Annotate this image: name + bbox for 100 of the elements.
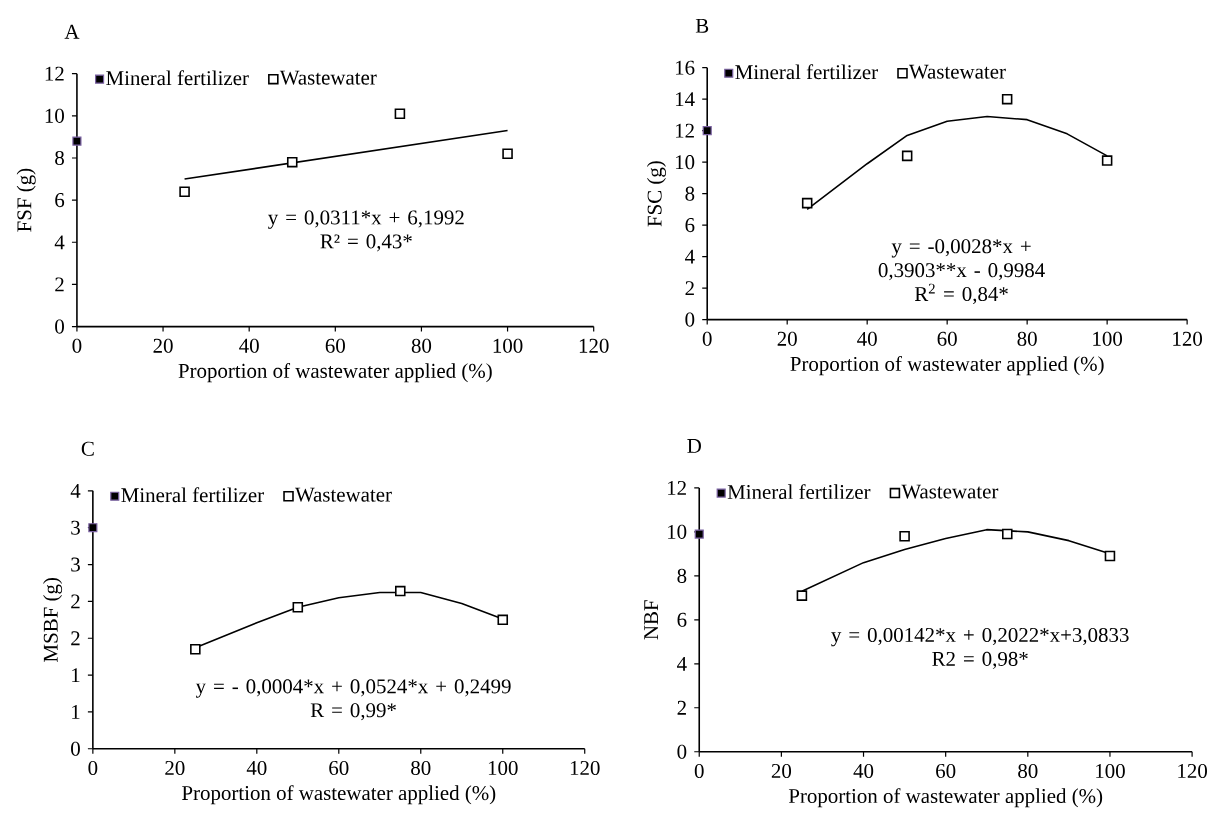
chart-title: A xyxy=(64,24,80,39)
annotation: y = -0,0028*x + 0,3903**x - 0,9984 xyxy=(878,238,1045,280)
x-tick-label: 120 xyxy=(1173,331,1203,346)
annotation: R$^{2}$ = 0,84* xyxy=(914,283,1008,304)
legend-label: Mineral fertilizer xyxy=(106,70,249,85)
y-tick-label: 0 xyxy=(677,744,687,759)
point xyxy=(899,530,910,542)
point xyxy=(179,186,190,197)
annotation: y = 0,00142*x + 0,2022*x+3,0833 xyxy=(831,627,1129,647)
y-tick-label: 10 xyxy=(45,108,64,123)
x-tick-label: 120 xyxy=(1178,763,1207,778)
y-axis-title: MSBF (g) xyxy=(43,577,63,662)
point xyxy=(190,643,201,655)
x-tick-label: 60 xyxy=(325,338,345,353)
y-tick-label: 0 xyxy=(685,312,695,327)
annotation: R2 = 0,98* xyxy=(932,651,1028,669)
point xyxy=(796,590,808,601)
point xyxy=(694,529,704,539)
y-tick-label: 10 xyxy=(675,154,695,169)
point xyxy=(901,150,913,161)
y-tick-label: 16 xyxy=(675,60,695,75)
x-tick-label: 40 xyxy=(853,763,874,778)
y-tick-label: 2 xyxy=(71,631,80,645)
point xyxy=(702,125,712,136)
x-tick-label: 80 xyxy=(1017,331,1037,346)
point xyxy=(1002,528,1013,540)
x-axis-title: Proportion of wastewater applied (%) xyxy=(788,787,1103,808)
y-tick-label: 8 xyxy=(685,186,695,201)
x-tick-label: 40 xyxy=(239,338,259,353)
y-tick-label: 6 xyxy=(55,192,65,207)
point xyxy=(395,585,406,597)
y-tick-label: 10 xyxy=(668,524,687,539)
x-tick-label: 80 xyxy=(411,760,431,775)
legend-label: Mineral fertilizer xyxy=(727,483,871,499)
chart-title: C xyxy=(81,441,94,456)
x-tick-label: 40 xyxy=(246,760,267,775)
y-tick-label: 4 xyxy=(685,249,695,264)
x-tick-label: 40 xyxy=(857,331,877,346)
x-tick-label: 0 xyxy=(702,331,712,346)
x-axis-title: Proportion of wastewater applied (%) xyxy=(790,355,1104,375)
legend-label: Wastewater xyxy=(901,484,999,499)
x-tick-label: 60 xyxy=(329,760,349,775)
point xyxy=(801,197,813,209)
y-tick-label: 2 xyxy=(677,700,686,715)
annotation: y = 0,0311*x + 6,1992 xyxy=(268,210,464,229)
y-tick-label: 6 xyxy=(677,612,687,627)
x-tick-label: 80 xyxy=(411,338,432,353)
x-tick-label: 20 xyxy=(153,338,173,353)
x-tick-label: 80 xyxy=(1018,763,1038,778)
annotation: y = - 0,0004*x + 0,0524*x + 0,2499 xyxy=(195,679,511,698)
x-tick-label: 100 xyxy=(1096,763,1125,778)
legend-label: Mineral fertilizer xyxy=(735,64,878,80)
y-tick-label: 14 xyxy=(675,92,695,106)
point xyxy=(286,156,298,168)
point xyxy=(292,601,304,613)
x-tick-label: 100 xyxy=(493,338,523,353)
y-axis-title: NBF xyxy=(644,600,659,640)
x-tick-label: 20 xyxy=(771,763,792,778)
legend-label: Wastewater xyxy=(279,70,377,85)
y-tick-label: 1 xyxy=(72,704,80,719)
y-tick-label: 2 xyxy=(71,594,80,609)
annotation: R = 0,99* xyxy=(310,703,396,721)
y-tick-label: 4 xyxy=(70,483,81,498)
x-tick-label: 60 xyxy=(936,763,956,778)
y-tick-label: 1 xyxy=(72,667,80,682)
y-tick-label: 4 xyxy=(54,235,65,249)
point xyxy=(88,522,98,533)
point xyxy=(1104,550,1116,562)
y-tick-label: 12 xyxy=(668,480,686,495)
y-tick-label: 3 xyxy=(71,557,80,572)
x-tick-label: 120 xyxy=(570,760,600,775)
point xyxy=(394,108,406,119)
y-tick-label: 2 xyxy=(55,277,64,292)
chart-title: D xyxy=(687,438,701,453)
y-tick-label: 6 xyxy=(685,217,695,232)
point xyxy=(502,148,513,159)
annotation: R² = 0,43* xyxy=(320,234,412,252)
chart-title: B xyxy=(695,18,709,33)
x-tick-label: 20 xyxy=(165,760,185,775)
y-tick-label: 12 xyxy=(675,123,694,138)
y-tick-label: 3 xyxy=(71,520,80,535)
x-axis-title: Proportion of wastewater applied (%) xyxy=(178,362,492,382)
legend-label: Wastewater xyxy=(294,487,392,502)
point xyxy=(1101,155,1113,166)
x-tick-label: 60 xyxy=(937,331,957,346)
x-tick-label: 0 xyxy=(88,760,98,775)
x-tick-label: 120 xyxy=(579,338,609,353)
x-tick-label: 100 xyxy=(488,760,518,775)
y-tick-label: 12 xyxy=(45,66,64,81)
y-axis-title: FSC (g) xyxy=(646,160,666,227)
x-tick-label: 20 xyxy=(777,331,797,346)
y-tick-label: 8 xyxy=(55,150,64,165)
x-axis-title: Proportion of wastewater applied (%) xyxy=(182,784,496,805)
y-tick-label: 4 xyxy=(677,656,687,671)
y-tick-label: 0 xyxy=(71,741,80,756)
point xyxy=(72,136,82,146)
x-tick-label: 100 xyxy=(1093,331,1123,346)
y-tick-label: 8 xyxy=(677,568,687,583)
point xyxy=(497,614,509,625)
legend-label: Mineral fertilizer xyxy=(121,487,264,503)
